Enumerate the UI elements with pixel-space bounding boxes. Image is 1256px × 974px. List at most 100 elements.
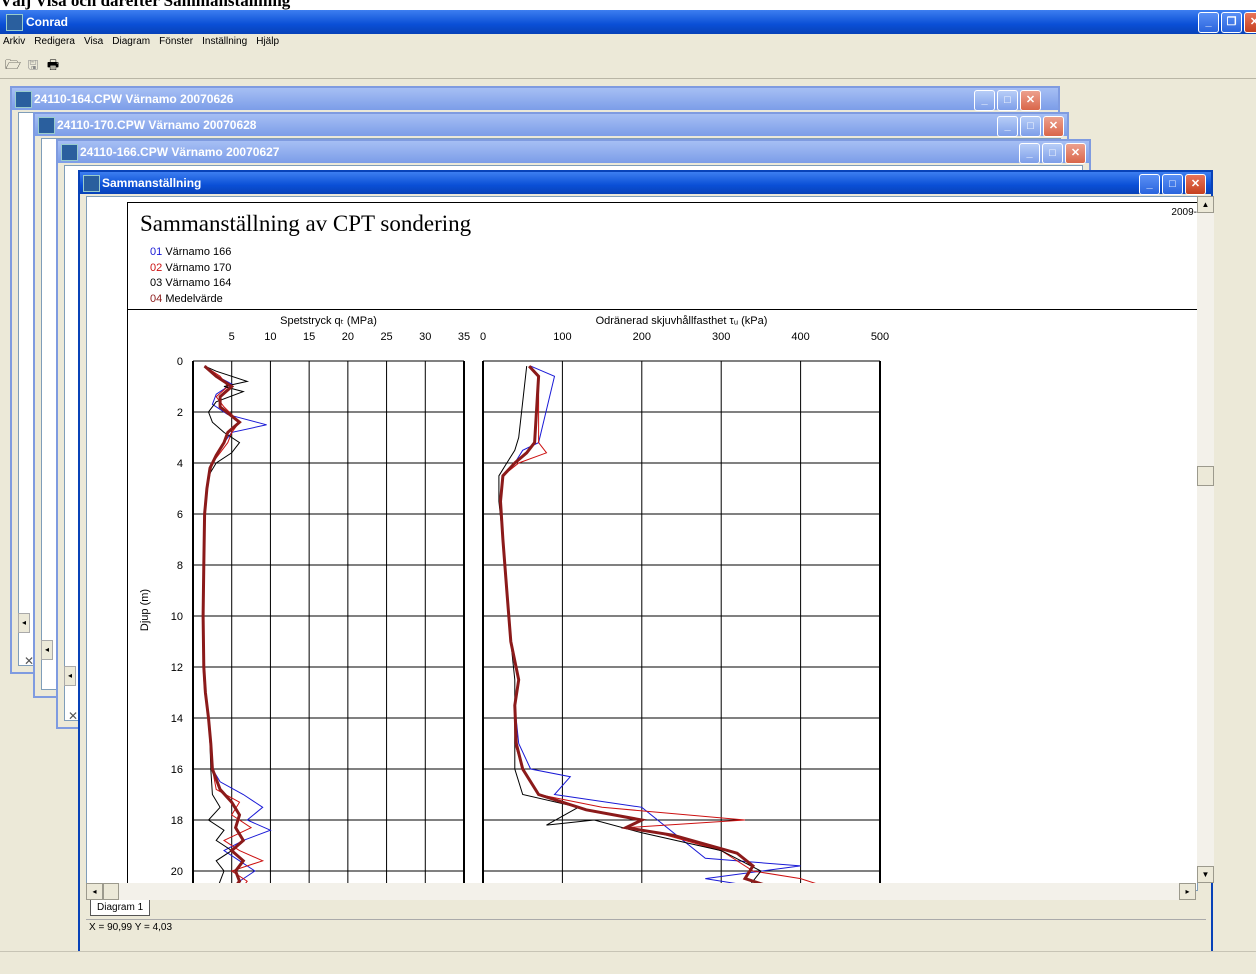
open-folder-icon[interactable]: 🗁 (4, 57, 22, 72)
legend-id: 03 (150, 277, 163, 289)
menu-redigera[interactable]: Redigera (34, 36, 75, 47)
legend-label: Medelvärde (165, 292, 223, 305)
menu-arkiv[interactable]: Arkiv (3, 36, 26, 47)
report-page: Sammanställning av CPT sondering 2009- 0… (127, 202, 1197, 890)
x-tick-label: 0 (480, 331, 486, 343)
window-title: 24110-170.CPW Värnamo 20070628 (57, 118, 257, 132)
restore-button[interactable]: ❐ (1221, 12, 1242, 33)
scroll-left-arrow[interactable]: ◂ (64, 666, 76, 686)
menu-bar: Arkiv Redigera Visa Diagram Fönster Inst… (0, 34, 1256, 53)
report-date: 2009- (1171, 207, 1197, 218)
close-button[interactable]: ✕ (1043, 116, 1064, 137)
x-tick-label: 30 (419, 331, 431, 343)
maximize-button[interactable]: □ (1020, 116, 1041, 137)
scroll-right-arrow[interactable]: ▸ (1179, 883, 1196, 900)
y-tick-label: 10 (171, 611, 183, 623)
legend-id: 01 (150, 246, 163, 258)
x-axis-label: Spetstryck qₜ (MPa) (280, 315, 377, 327)
legend-item: 01 Värnamo 166 (150, 245, 231, 261)
coordinate-readout: X = 90,99 Y = 4,03 (86, 919, 1206, 938)
scroll-up-arrow[interactable]: ▲ (1197, 196, 1214, 213)
x-tick-label: 20 (342, 331, 354, 343)
y-tick-label: 2 (177, 407, 183, 419)
tab-diagram-1[interactable]: Diagram 1 (90, 900, 151, 916)
series-line-02 (202, 365, 265, 890)
minimize-button[interactable]: _ (1019, 143, 1040, 164)
maximize-button[interactable]: □ (1042, 143, 1063, 164)
x-tick-label: 15 (303, 331, 315, 343)
series-line-02 (499, 365, 838, 890)
series-line-04 (498, 365, 786, 890)
legend: 01 Värnamo 166 02 Värnamo 170 03 Värnamo… (150, 245, 231, 307)
scroll-thumb[interactable] (1197, 466, 1214, 486)
scroll-thumb[interactable] (103, 883, 119, 900)
app-icon (6, 14, 23, 31)
y-tick-label: 14 (171, 713, 183, 725)
legend-label: Värnamo 164 (165, 277, 232, 289)
save-icon[interactable]: 🖫 (27, 57, 39, 72)
x-tick-label: 300 (712, 331, 730, 343)
cpt-charts: Djup (m)Spetstryck qₜ (MPa)5 10 15 20 25 30 35… (139, 315, 889, 890)
scroll-left-arrow[interactable]: ◂ (18, 613, 30, 633)
y-tick-label: 4 (177, 458, 183, 470)
legend-item: 02 Värnamo 170 (150, 261, 231, 277)
scroll-down-arrow[interactable]: ▼ (1197, 866, 1214, 883)
app-title: Conrad (26, 15, 68, 29)
menu-visa[interactable]: Visa (83, 36, 104, 47)
menu-installning[interactable]: Inställning (202, 36, 248, 47)
close-button[interactable]: ✕ (1185, 174, 1206, 195)
y-tick-label: 12 (171, 662, 183, 674)
scroll-left-arrow[interactable]: ◂ (86, 883, 103, 900)
menu-diagram[interactable]: Diagram (112, 36, 151, 47)
window-sammanstallning[interactable]: Sammanställning _ □ ✕ Sammanställning av… (78, 170, 1214, 956)
maximize-button[interactable]: □ (997, 90, 1018, 111)
window-icon (15, 91, 32, 108)
menu-fonster[interactable]: Fönster (159, 36, 194, 47)
maximize-button[interactable]: □ (1162, 174, 1183, 195)
x-tick-label: 500 (871, 331, 889, 343)
x-tick-label: 400 (791, 331, 809, 343)
legend-id: 02 (150, 261, 163, 274)
x-tick-label: 25 (380, 331, 392, 343)
close-button[interactable]: ✕ (1244, 12, 1256, 33)
y-tick-label: 0 (177, 356, 183, 368)
close-button[interactable]: ✕ (1065, 143, 1086, 164)
x-axis-label: Odränerad skjuvhållfasthet τᵤ (kPa) (596, 315, 768, 327)
y-tick-label: 8 (177, 560, 183, 572)
status-bar (0, 951, 1256, 974)
series-line-04 (201, 364, 246, 890)
y-tick-label: 16 (171, 764, 183, 776)
legend-label: Värnamo 170 (165, 261, 232, 274)
y-tick-label: 6 (177, 509, 183, 521)
series-line-03 (202, 365, 250, 890)
scroll-left-arrow[interactable]: ◂ (41, 640, 53, 660)
legend-item: 03 Värnamo 164 (150, 276, 231, 292)
report-canvas: Sammanställning av CPT sondering 2009- 0… (86, 196, 1198, 891)
minimize-button[interactable]: _ (1139, 174, 1160, 195)
minimize-button[interactable]: _ (1198, 12, 1219, 33)
close-tab-icon[interactable]: ✕ (24, 654, 35, 668)
x-tick-label: 35 (458, 331, 470, 343)
x-tick-label: 10 (264, 331, 276, 343)
menu-hjalp[interactable]: Hjälp (256, 36, 280, 47)
minimize-button[interactable]: _ (974, 90, 995, 111)
divider (128, 309, 1197, 310)
close-tab-icon[interactable]: ✕ (68, 709, 79, 723)
horizontal-scrollbar[interactable]: ◂ ▸ (86, 883, 1196, 900)
coordinate-text: X = 90,99 Y = 4,03 (89, 922, 173, 933)
x-tick-label: 100 (553, 331, 571, 343)
tab-bar: Diagram 1 (86, 900, 1206, 918)
y-tick-label: 18 (171, 815, 183, 827)
window-title: Sammanställning (102, 176, 202, 190)
x-tick-label: 200 (633, 331, 651, 343)
minimize-button[interactable]: _ (997, 116, 1018, 137)
window-title: 24110-166.CPW Värnamo 20070627 (80, 145, 280, 159)
vertical-scrollbar[interactable]: ▲ ▼ (1197, 196, 1214, 883)
legend-id: 04 (150, 292, 163, 305)
window-icon (38, 117, 55, 134)
window-title: 24110-164.CPW Värnamo 20070626 (34, 92, 234, 106)
print-icon[interactable]: 🖶 (46, 57, 60, 72)
close-button[interactable]: ✕ (1020, 90, 1041, 111)
x-tick-label: 5 (229, 331, 235, 343)
legend-item: 04 Medelvärde (150, 292, 231, 308)
